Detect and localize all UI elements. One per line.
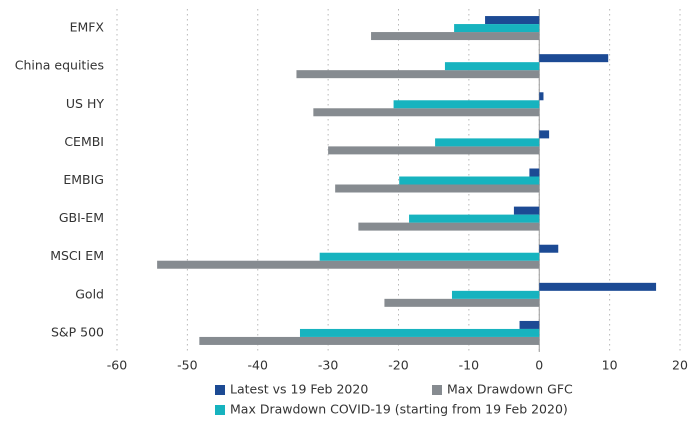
x-tick-label: -50 [177, 358, 197, 373]
bar [451, 290, 540, 299]
x-tick-label: 10 [602, 358, 618, 373]
x-tick-label: -40 [248, 358, 268, 373]
y-tick-label: China equities [15, 58, 104, 73]
legend-swatch [215, 385, 225, 395]
bar [529, 168, 540, 177]
x-tick-label: -30 [318, 358, 338, 373]
bar [539, 244, 559, 253]
bar [384, 298, 540, 307]
y-tick-label: GBI-EM [59, 210, 104, 225]
y-tick-label: EMBIG [63, 172, 104, 187]
bar [319, 252, 540, 261]
legend-swatch [215, 405, 225, 415]
legend-label: Max Drawdown GFC [447, 382, 573, 397]
x-tick-label: -10 [459, 358, 479, 373]
y-tick-label: Gold [75, 286, 104, 301]
bar [399, 176, 540, 185]
bar [539, 92, 544, 101]
bar [371, 32, 540, 41]
bar [539, 282, 657, 291]
x-tick-label: 0 [535, 358, 543, 373]
x-tick-label: -60 [107, 358, 127, 373]
bar [444, 62, 540, 71]
bar [539, 130, 550, 139]
y-tick-label: CEMBI [64, 134, 104, 149]
bar [358, 222, 540, 231]
bar [157, 260, 540, 269]
y-tick-label: EMFX [70, 20, 105, 35]
bar [335, 184, 540, 193]
bar [313, 108, 540, 117]
bar [454, 24, 540, 33]
legend-swatch [432, 385, 442, 395]
bar [539, 54, 609, 63]
bar [513, 206, 540, 215]
y-tick-label: MSCI EM [50, 248, 104, 263]
bar [296, 70, 540, 79]
bar [485, 16, 540, 25]
x-tick-label: 20 [672, 358, 688, 373]
bar [519, 320, 540, 329]
bar [409, 214, 540, 223]
y-tick-label: S&P 500 [51, 324, 104, 339]
x-tick-label: -20 [388, 358, 408, 373]
legend-label: Max Drawdown COVID-19 (starting from 19 … [230, 402, 568, 417]
bar [299, 328, 540, 337]
bar [393, 100, 540, 109]
bar [328, 146, 540, 155]
bar [199, 336, 540, 345]
y-tick-label: US HY [66, 96, 104, 111]
bar [435, 138, 540, 147]
legend-label: Latest vs 19 Feb 2020 [230, 382, 368, 397]
